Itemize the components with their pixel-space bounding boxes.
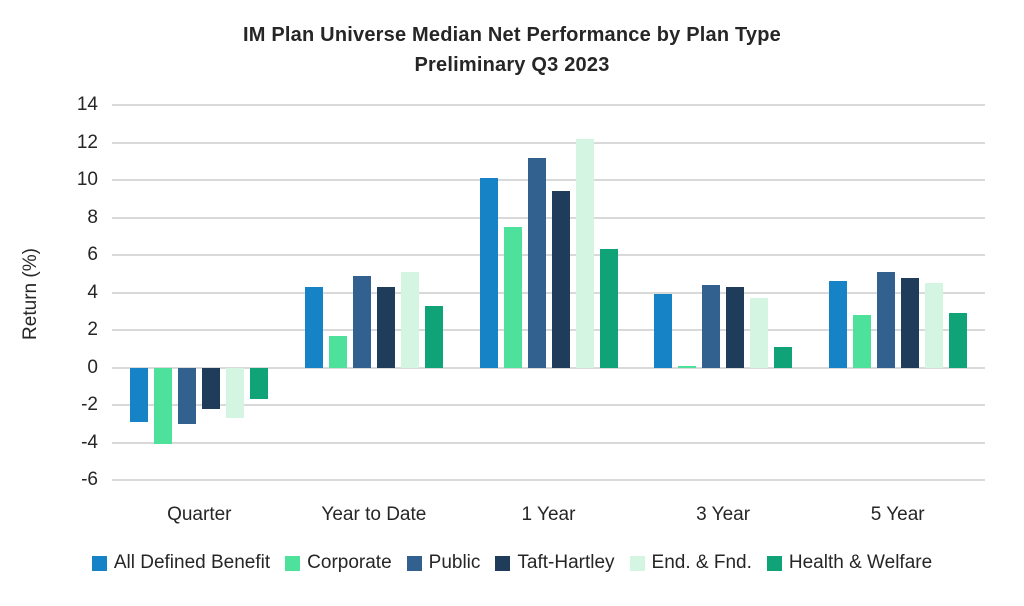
x-axis-label: 5 Year [870,504,925,525]
legend-label: All Defined Benefit [113,552,271,573]
legend-item: Health & Welfare [766,552,933,574]
legend-swatch-icon [406,555,422,571]
bar [400,271,419,368]
bar [178,367,197,424]
bar [328,335,347,368]
chart-title: IM Plan Universe Median Net Performance … [243,24,781,46]
bar [828,281,847,368]
bar [575,138,594,368]
x-axis-label: Year to Date [321,504,427,525]
y-tick-label: -6 [81,469,98,490]
legend-item: End. & Fnd. [629,552,752,574]
y-tick-label: 2 [87,319,98,340]
gridline [112,254,985,256]
legend-swatch-icon [285,555,301,571]
legend-swatch-icon [766,555,782,571]
bar [654,294,673,368]
gridline [112,441,985,444]
y-tick-label: 10 [76,169,98,190]
gridline [112,479,985,481]
bar [154,367,173,445]
bar [304,286,323,368]
y-tick-label: 14 [76,94,98,115]
legend-item: Corporate [285,552,392,574]
bar [226,367,245,419]
bar [702,285,721,368]
bar [130,367,149,422]
legend-label: End. & Fnd. [651,552,752,573]
legend-swatch-icon [91,555,107,571]
x-axis-label: 3 Year [696,504,751,525]
legend-swatch-icon [495,555,511,571]
bar [479,178,498,368]
bar [774,346,793,368]
legend-label: Taft-Hartley [517,552,615,573]
bar [900,277,919,368]
y-tick-label: 0 [87,356,98,378]
bar [750,298,769,368]
gridline [112,291,985,294]
bar [678,365,697,368]
bar [376,286,395,368]
gridline [112,404,985,406]
legend-label: Public [428,552,481,573]
bar [852,315,871,368]
gridline [112,366,985,369]
y-tick-label: 6 [87,244,98,265]
bar [352,275,371,368]
bar [424,305,443,368]
y-tick-label: 12 [76,131,98,153]
bar [202,367,221,409]
gridline [112,329,985,331]
bar [551,191,570,368]
legend-item: Taft-Hartley [495,552,615,574]
x-axis-label: 1 Year [521,504,576,525]
legend-label: Health & Welfare [788,552,933,573]
legend-item: Public [406,552,481,574]
y-tick-label: 4 [87,281,98,303]
bar [924,283,943,368]
y-tick-label: -2 [81,394,98,415]
bar [876,271,895,368]
legend-label: Corporate [307,552,392,573]
bar [527,157,546,368]
gridline [112,179,985,181]
bar [599,249,618,368]
x-axis-label: Quarter [167,504,232,525]
chart-subtitle: Preliminary Q3 2023 [414,54,610,76]
bar [726,286,745,368]
legend: All Defined Benefit Corporate Public Taft-H… [0,552,1024,574]
y-tick-label: 8 [87,206,98,228]
gridline [112,104,985,106]
bar [948,313,967,368]
bar [503,226,522,368]
y-tick-label: -4 [81,431,98,453]
legend-item: All Defined Benefit [91,552,271,574]
gridline [112,216,985,219]
bar [250,367,269,400]
gridline [112,141,985,144]
legend-swatch-icon [629,555,645,571]
